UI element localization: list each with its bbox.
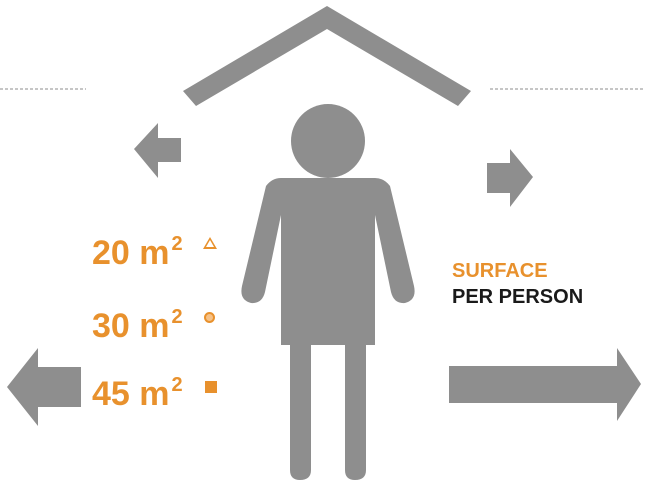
arrow-small-upper-left bbox=[134, 123, 181, 178]
arrow-large-lower-left bbox=[7, 348, 81, 426]
caption-per-person: PER PERSON bbox=[452, 286, 584, 308]
arrow-small-upper-right bbox=[487, 149, 533, 207]
area-value: 45 m bbox=[92, 375, 170, 413]
caption-surface: SURFACE bbox=[452, 260, 548, 282]
circle-icon bbox=[204, 312, 215, 323]
arrow-large-lower-right bbox=[449, 348, 641, 421]
area-value: 30 m bbox=[92, 307, 170, 345]
person-icon bbox=[241, 104, 415, 480]
area-value: 20 m bbox=[92, 234, 170, 272]
triangle-icon bbox=[203, 237, 217, 249]
roof-icon bbox=[183, 6, 471, 106]
area-unit-exponent: 2 bbox=[171, 306, 183, 328]
area-unit-exponent: 2 bbox=[171, 233, 183, 255]
square-icon bbox=[205, 381, 217, 393]
area-unit-exponent: 2 bbox=[171, 374, 183, 396]
